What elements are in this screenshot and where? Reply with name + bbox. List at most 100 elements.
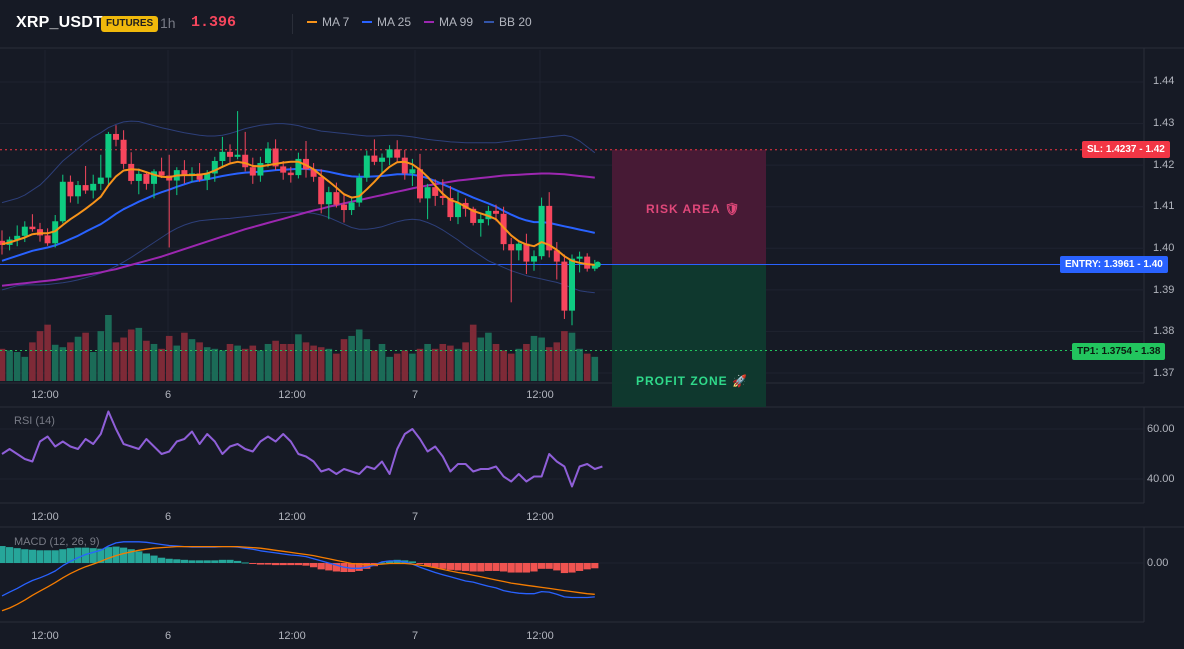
- candle: [310, 163, 317, 182]
- candle-body: [59, 181, 66, 222]
- candle: [591, 259, 598, 272]
- macd-histogram-bar: [173, 559, 181, 563]
- volume-bar: [310, 345, 317, 381]
- volume-bar: [492, 343, 500, 381]
- candle-body: [280, 166, 287, 173]
- volume-bar: [97, 331, 105, 381]
- candle: [546, 192, 553, 258]
- entry-axis-value: 1.40: [1143, 259, 1163, 270]
- macd-histogram-bar: [576, 563, 584, 571]
- candle: [196, 163, 203, 182]
- candle: [242, 131, 249, 172]
- price-tick: 1.40: [1153, 242, 1175, 254]
- legend-ma99[interactable]: MA 99: [424, 15, 473, 29]
- macd-histogram-bar: [279, 563, 287, 566]
- macd-histogram-bar: [66, 548, 74, 563]
- volume-bar: [44, 324, 51, 381]
- legend-bb20-label: BB 20: [499, 15, 532, 29]
- candle: [219, 136, 226, 168]
- tp1-level-tag[interactable]: TP1: 1.3754 - 1.38: [1072, 343, 1166, 360]
- candle: [211, 156, 218, 182]
- candle-body: [287, 172, 294, 176]
- time-tick: 12:00: [278, 389, 306, 401]
- candle: [0, 230, 5, 255]
- candle: [59, 174, 66, 224]
- candle-body: [546, 205, 553, 251]
- volume-bar: [485, 332, 492, 381]
- macd-histogram-bar: [256, 563, 264, 565]
- candle-body: [379, 157, 385, 162]
- volume-bar: [226, 343, 234, 381]
- entry-level-tag[interactable]: ENTRY: 1.3961 - 1.40: [1060, 256, 1168, 273]
- sl-level-tag[interactable]: SL: 1.4237 - 1.42: [1082, 141, 1170, 158]
- volume-bar: [371, 350, 378, 381]
- volume-bar: [173, 345, 181, 381]
- macd-histogram-bar: [211, 560, 219, 563]
- candle-body: [576, 256, 583, 259]
- candle-body: [424, 187, 431, 199]
- candle: [280, 160, 287, 180]
- candle-body: [447, 197, 454, 218]
- macd-histogram-bar: [36, 550, 44, 563]
- timeframe-label[interactable]: 1h: [160, 15, 176, 31]
- time-tick: 12:00: [526, 511, 554, 523]
- macd-histogram-bar: [310, 563, 318, 568]
- candle: [363, 150, 370, 182]
- volume-bar: [241, 348, 249, 381]
- macd-histogram-bar: [120, 547, 128, 563]
- volume-bar: [219, 350, 226, 381]
- candle-body: [0, 240, 5, 245]
- price-tick: 1.37: [1153, 367, 1175, 379]
- sl-label: SL: 1.4237: [1087, 144, 1137, 155]
- candle-body: [455, 202, 461, 218]
- price-tick: 1.44: [1153, 75, 1175, 87]
- candle: [249, 157, 256, 184]
- futures-badge: FUTURES: [101, 16, 159, 32]
- candle: [394, 140, 401, 164]
- candle: [417, 153, 423, 203]
- macd-histogram-bar: [203, 560, 211, 563]
- volume-bar: [538, 337, 545, 381]
- time-tick: 12:00: [526, 630, 554, 642]
- legend-ma7[interactable]: MA 7: [307, 15, 349, 29]
- candle: [21, 221, 28, 243]
- macd-histogram-bar: [431, 563, 439, 568]
- macd-histogram-bar: [165, 558, 173, 563]
- candle: [143, 171, 150, 190]
- symbol-title[interactable]: XRP_USDT: [16, 14, 103, 31]
- volume-bar: [583, 353, 591, 381]
- candle-body: [508, 244, 515, 251]
- legend-ma25[interactable]: MA 25: [362, 15, 411, 29]
- volume-bar: [0, 348, 6, 381]
- legend-bb20-swatch: [484, 21, 494, 23]
- macd-histogram-bar: [28, 549, 36, 563]
- candle-body: [227, 151, 233, 157]
- candle-body: [477, 219, 484, 223]
- volume-bar: [401, 350, 409, 381]
- volume-bar: [302, 342, 310, 381]
- volume-bar: [264, 343, 272, 381]
- candle: [14, 225, 21, 247]
- candle-body: [90, 183, 97, 191]
- volume-bar: [515, 348, 523, 381]
- macd-histogram-bar: [477, 563, 485, 572]
- candle: [287, 166, 294, 183]
- time-tick: 12:00: [278, 630, 306, 642]
- volume-bar: [561, 331, 568, 381]
- macd-histogram-bar: [416, 563, 424, 565]
- volume-bar: [325, 348, 333, 381]
- volume-bar: [287, 343, 295, 381]
- volume-bar: [82, 332, 89, 381]
- candle: [553, 242, 560, 280]
- candle: [265, 142, 271, 168]
- rsi-title: RSI (14): [14, 415, 55, 427]
- macd-histogram-bar: [127, 549, 135, 563]
- volume-bar: [477, 337, 485, 381]
- macd-histogram-bar: [568, 563, 576, 573]
- candle-body: [523, 243, 530, 262]
- candle-body: [135, 173, 142, 181]
- volume-bar: [355, 329, 363, 381]
- macd-histogram-bar: [302, 563, 310, 566]
- legend-bb20[interactable]: BB 20: [484, 15, 532, 29]
